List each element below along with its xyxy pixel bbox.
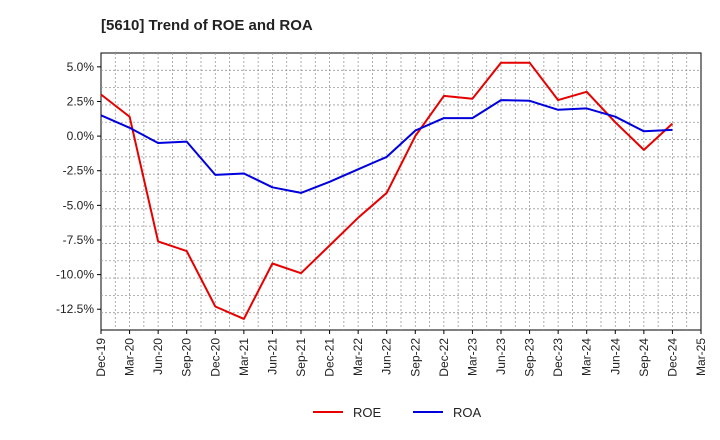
x-tick-label: Jun-24 xyxy=(608,338,622,375)
legend: ROE ROA xyxy=(313,405,482,420)
x-axis: Dec-19 Mar-20 Jun-20 Sep-20 Dec-20 Mar-21 Jun-… xyxy=(94,330,708,377)
x-tick-label: Mar-21 xyxy=(237,338,251,376)
y-tick-label: -10.0% xyxy=(56,268,94,282)
x-tick-label: Dec-24 xyxy=(665,338,679,377)
x-tick-label: Dec-19 xyxy=(94,338,108,377)
x-tick-label: Jun-23 xyxy=(494,338,508,375)
x-tick-label: Jun-20 xyxy=(151,338,165,375)
x-tick-label: Sep-21 xyxy=(294,338,308,377)
x-tick-label: Dec-21 xyxy=(323,338,337,377)
y-tick-label: 0.0% xyxy=(67,129,95,143)
x-tick-label: Dec-20 xyxy=(208,338,222,377)
y-tick-label: -12.5% xyxy=(56,302,94,316)
x-tick-label: Dec-23 xyxy=(551,338,565,377)
x-tick-label: Mar-25 xyxy=(694,338,708,376)
x-tick-label: Dec-22 xyxy=(437,338,451,377)
series-line-roa xyxy=(100,99,673,194)
legend-label-roe: ROE xyxy=(353,405,382,420)
y-tick-label: -5.0% xyxy=(63,198,95,212)
x-tick-label: Mar-22 xyxy=(351,338,365,376)
x-tick-label: Mar-23 xyxy=(465,338,479,376)
y-tick-label: -7.5% xyxy=(63,233,95,247)
x-tick-label: Jun-22 xyxy=(380,338,394,375)
x-tick-label: Mar-20 xyxy=(123,338,137,376)
x-tick-label: Sep-23 xyxy=(523,338,537,377)
legend-label-roa: ROA xyxy=(453,405,482,420)
x-tick-label: Sep-20 xyxy=(180,338,194,377)
y-tick-label: 2.5% xyxy=(67,94,95,108)
x-tick-label: Sep-24 xyxy=(637,338,651,377)
x-tick-label: Sep-22 xyxy=(408,338,422,377)
x-tick-label: Mar-24 xyxy=(580,338,594,376)
y-tick-label: 5.0% xyxy=(67,60,95,74)
series-line-roe xyxy=(100,61,674,320)
series-lines xyxy=(100,61,674,320)
x-tick-label: Jun-21 xyxy=(265,338,279,375)
y-axis: 5.0% 2.5% 0.0% -2.5% -5.0% -7.5% -10.0% -12.5% xyxy=(56,60,101,316)
y-tick-label: -2.5% xyxy=(63,164,95,178)
chart-title: [5610] Trend of ROE and ROA xyxy=(101,17,313,34)
